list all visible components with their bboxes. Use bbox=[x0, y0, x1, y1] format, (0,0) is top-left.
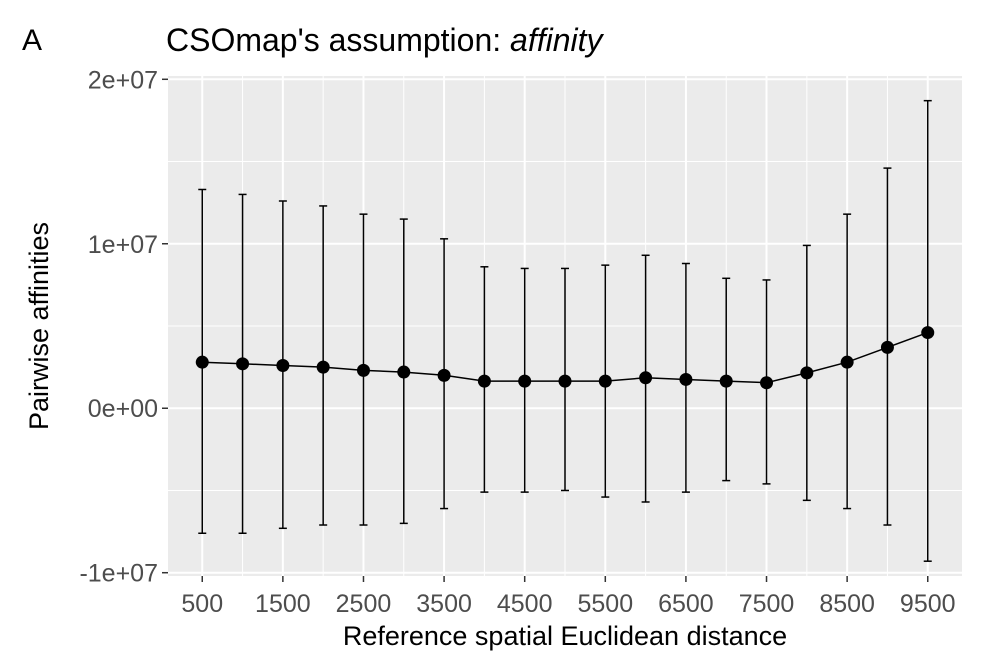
data-point bbox=[760, 376, 774, 390]
data-point bbox=[195, 355, 209, 369]
data-point bbox=[437, 368, 451, 382]
chart-title: CSOmap's assumption: affinity bbox=[166, 22, 603, 59]
data-point bbox=[477, 374, 491, 388]
data-point bbox=[639, 371, 653, 385]
data-point bbox=[316, 360, 330, 374]
data-point bbox=[840, 355, 854, 369]
x-tick-label: 4500 bbox=[497, 590, 553, 618]
data-point bbox=[921, 326, 935, 340]
data-point bbox=[558, 374, 572, 388]
data-point bbox=[880, 340, 894, 354]
x-tick-label: 5500 bbox=[577, 590, 633, 618]
y-tick-label: 1e+07 bbox=[88, 231, 158, 259]
data-point bbox=[276, 358, 290, 372]
data-point bbox=[679, 372, 693, 386]
data-point bbox=[598, 374, 612, 388]
x-tick-label: 7500 bbox=[739, 590, 795, 618]
panel-label: A bbox=[22, 24, 43, 57]
data-point bbox=[719, 374, 733, 388]
x-tick-label: 2500 bbox=[336, 590, 392, 618]
y-axis-label: Pairwise affinities bbox=[24, 222, 54, 430]
x-tick-label: 9500 bbox=[900, 590, 956, 618]
data-point bbox=[397, 365, 411, 379]
tick-labels: -1e+07 0e+00 1e+07 2e+07 500 1500 2500 3500 4500… bbox=[79, 66, 955, 618]
x-axis-label: Reference spatial Euclidean distance bbox=[343, 621, 787, 651]
y-tick-label: 0e+00 bbox=[88, 395, 158, 423]
y-tick-label: 2e+07 bbox=[88, 66, 158, 94]
data-point bbox=[236, 357, 250, 371]
data-point bbox=[518, 374, 532, 388]
data-point bbox=[356, 363, 370, 377]
x-tick-label: 8500 bbox=[819, 590, 875, 618]
x-tick-label: 1500 bbox=[255, 590, 311, 618]
x-tick-label: 6500 bbox=[658, 590, 714, 618]
x-tick-label: 3500 bbox=[416, 590, 472, 618]
data-points bbox=[195, 326, 935, 390]
chart-title-text: CSOmap's assumption: bbox=[166, 22, 511, 58]
y-tick-label: -1e+07 bbox=[79, 560, 158, 588]
data-point bbox=[800, 366, 814, 380]
axis-ticks bbox=[162, 78, 929, 582]
x-tick-label: 500 bbox=[181, 590, 223, 618]
chart-title-emphasis: affinity bbox=[510, 22, 603, 58]
